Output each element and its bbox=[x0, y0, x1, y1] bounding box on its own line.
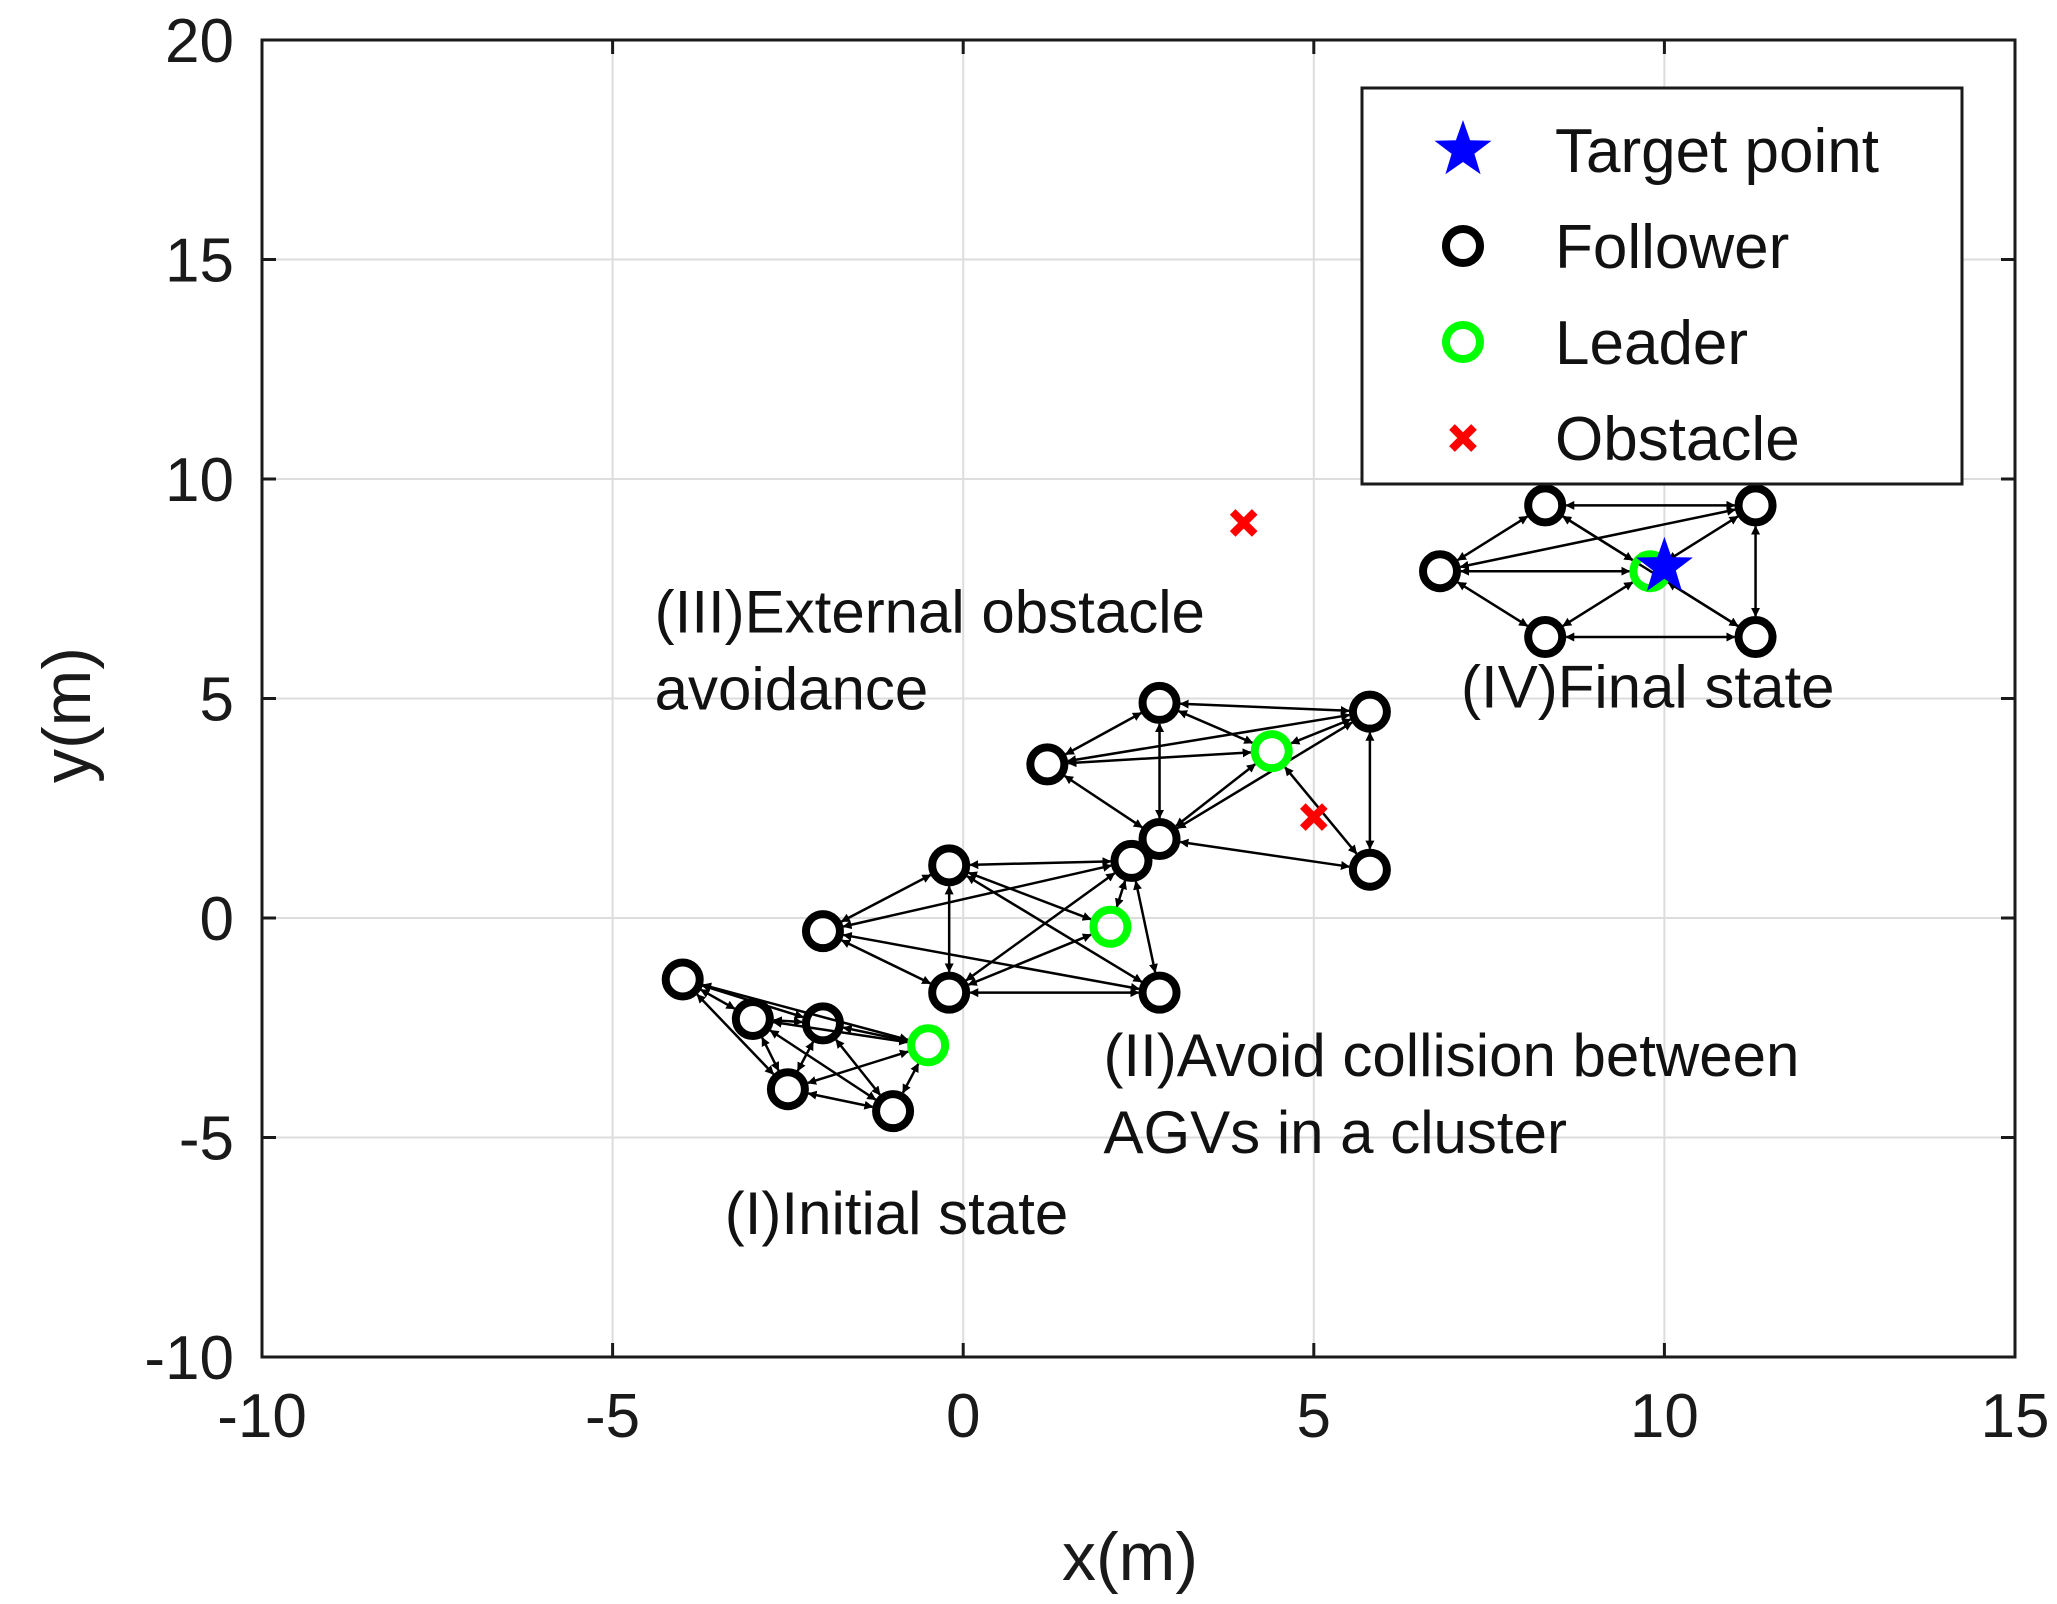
link-arrow bbox=[696, 993, 775, 1075]
link-arrow bbox=[840, 873, 932, 923]
x-axis-ticks: -10 -5 0 5 10 15 bbox=[217, 40, 2049, 1451]
legend-label-follower: Follower bbox=[1555, 213, 1789, 282]
link-arrow bbox=[1067, 748, 1252, 768]
follower-marker bbox=[1524, 484, 1567, 527]
link-arrow bbox=[1133, 880, 1158, 973]
link-arrow bbox=[1179, 838, 1351, 870]
x-tick-label: 5 bbox=[1297, 1382, 1331, 1451]
target-point-marker bbox=[1635, 536, 1693, 592]
follower-marker bbox=[766, 1068, 809, 1111]
y-tick-label: 20 bbox=[165, 7, 234, 76]
y-tick-label: -5 bbox=[179, 1105, 234, 1174]
link-arrow bbox=[807, 1090, 874, 1110]
link-arrow bbox=[842, 931, 1140, 992]
y-tick-label: 10 bbox=[165, 446, 234, 515]
x-tick-label: 15 bbox=[1981, 1382, 2050, 1451]
follower-marker bbox=[1110, 839, 1153, 882]
follower-marker bbox=[801, 910, 844, 953]
follower-marker bbox=[928, 971, 971, 1014]
y-tick-label: 0 bbox=[200, 885, 234, 954]
follower-marker bbox=[872, 1090, 915, 1133]
link-arrow bbox=[1562, 581, 1634, 627]
legend-x-icon bbox=[1449, 424, 1477, 452]
link-arrow bbox=[1179, 699, 1350, 715]
follower-marker bbox=[1734, 484, 1777, 527]
follower-marker bbox=[661, 958, 704, 1001]
link-arrow bbox=[969, 857, 1112, 870]
leader-marker bbox=[907, 1024, 950, 1067]
link-arrow bbox=[1115, 880, 1127, 908]
link-arrow bbox=[841, 939, 932, 985]
follower-marker bbox=[1026, 743, 1069, 786]
leader-marker bbox=[1089, 905, 1132, 948]
follower-marker bbox=[1348, 848, 1391, 891]
communication-links bbox=[696, 500, 1761, 1110]
obstacle-marker bbox=[1299, 803, 1328, 831]
follower-marker bbox=[928, 844, 971, 887]
follower-marker bbox=[1734, 616, 1777, 659]
follower-marker bbox=[731, 997, 774, 1040]
x-tick-label: 10 bbox=[1630, 1382, 1699, 1451]
x-tick-label: -5 bbox=[585, 1382, 640, 1451]
follower-marker bbox=[1348, 690, 1391, 733]
obstacle-marker bbox=[1229, 509, 1258, 537]
link-arrow bbox=[1667, 515, 1739, 562]
link-arrow bbox=[1064, 774, 1143, 829]
link-arrow bbox=[772, 1016, 803, 1027]
legend-star-icon bbox=[1434, 120, 1492, 175]
y-tick-label: -10 bbox=[144, 1324, 234, 1393]
link-arrow bbox=[1064, 711, 1142, 756]
leader-marker bbox=[1250, 730, 1293, 773]
link-arrow bbox=[1667, 581, 1739, 627]
link-arrow bbox=[1459, 506, 1736, 570]
annotations: (I)Initial state (II)Avoid collision betw… bbox=[655, 579, 1835, 1247]
y-axis-label: y(m) bbox=[29, 647, 105, 783]
follower-marker bbox=[1138, 971, 1181, 1014]
legend-label-target: Target point bbox=[1555, 117, 1879, 186]
annotation-ann1-line-0: (I)Initial state bbox=[725, 1180, 1068, 1247]
x-tick-label: 0 bbox=[946, 1382, 980, 1451]
legend-circle-icon bbox=[1442, 321, 1484, 363]
y-axis-ticks: -10 -5 0 5 10 15 20 bbox=[144, 7, 2015, 1393]
follower-marker bbox=[1138, 681, 1181, 724]
link-arrow bbox=[966, 875, 1143, 983]
legend-circle-icon bbox=[1442, 225, 1484, 267]
annotation-ann3-line-1: avoidance bbox=[655, 656, 929, 723]
annotation-ann4-line-0: (IV)Final state bbox=[1461, 653, 1834, 720]
annotation-ann2-line-1: AGVs in a cluster bbox=[1103, 1099, 1567, 1166]
link-arrow bbox=[1290, 718, 1352, 745]
follower-marker bbox=[801, 1002, 844, 1045]
legend: Target point Follower Leader Obstacle bbox=[1360, 86, 1964, 486]
link-arrow bbox=[835, 1038, 881, 1096]
x-tick-label: -10 bbox=[217, 1382, 307, 1451]
link-arrow bbox=[1175, 763, 1256, 828]
follower-marker bbox=[1524, 616, 1567, 659]
y-tick-label: 5 bbox=[200, 666, 234, 735]
link-arrow bbox=[901, 1063, 920, 1094]
follower-marker bbox=[1419, 550, 1462, 593]
link-arrow bbox=[1457, 515, 1529, 562]
link-arrow bbox=[1457, 581, 1529, 627]
annotation-ann3-line-0: (III)External obstacle bbox=[655, 579, 1205, 646]
link-arrow bbox=[967, 871, 1092, 921]
annotation-ann2-line-0: (II)Avoid collision between bbox=[1103, 1022, 1799, 1089]
y-tick-label: 15 bbox=[165, 227, 234, 296]
x-axis-label: x(m) bbox=[1062, 1519, 1198, 1595]
follower-marker bbox=[1138, 817, 1181, 860]
legend-label-leader: Leader bbox=[1555, 309, 1748, 378]
agv-markers bbox=[661, 484, 1777, 1133]
legend-label-obstacle: Obstacle bbox=[1555, 405, 1800, 474]
